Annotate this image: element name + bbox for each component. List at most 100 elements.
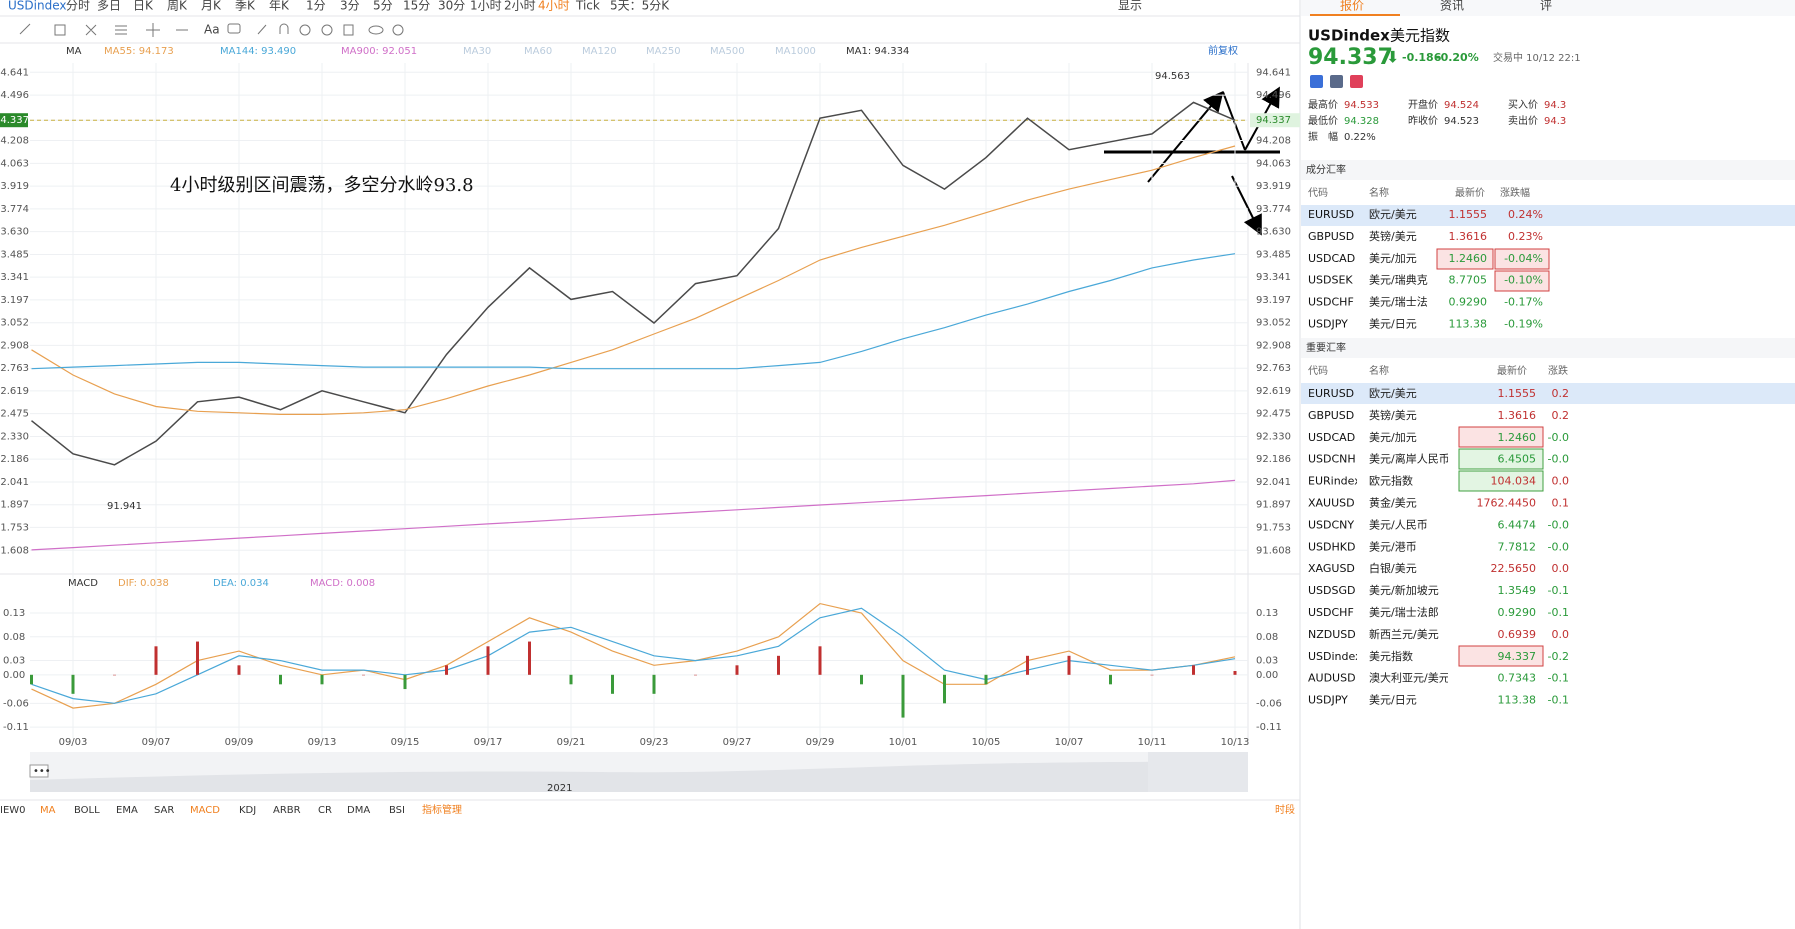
side-tab[interactable]: 资讯 <box>1440 0 1464 13</box>
toolbar-item[interactable]: 月K <box>201 0 222 13</box>
macd-bar <box>1067 655 1071 675</box>
navigator-window[interactable] <box>1148 752 1248 792</box>
indicator-tab[interactable]: DMA <box>347 805 370 816</box>
stat-value: 94.328 <box>1344 116 1379 127</box>
legend-entry-inactive[interactable]: MA120 <box>582 46 617 57</box>
code-cell[interactable]: GBPUSD <box>1308 230 1354 243</box>
code-cell[interactable]: EURindex <box>1308 475 1361 488</box>
toolbar-item[interactable]: 5分 <box>373 0 393 13</box>
price-cell: 1.1555 <box>1498 387 1537 400</box>
change-cell: -0.1 <box>1548 584 1569 597</box>
y-tick-label: 92.763 <box>0 363 29 374</box>
indicator-tab[interactable]: ARBR <box>273 805 301 816</box>
toolbar-item[interactable]: 1分 <box>306 0 326 13</box>
legend-entry-inactive[interactable]: MA1000 <box>775 46 816 57</box>
price: 94.337 <box>1308 45 1393 70</box>
indicator-tab[interactable]: MA <box>40 805 56 816</box>
code-cell[interactable]: NZDUSD <box>1308 628 1356 641</box>
legend-entry-inactive[interactable]: MA30 <box>463 46 491 57</box>
icon[interactable] <box>1330 75 1343 88</box>
name-cell: 欧元/美元 <box>1369 208 1417 221</box>
code-cell[interactable]: USDCHF <box>1308 296 1354 309</box>
indicator-tab[interactable]: EMA <box>116 805 138 816</box>
toolbar-item[interactable]: 1小时 <box>470 0 502 13</box>
code-cell[interactable]: USDCNY <box>1308 518 1354 531</box>
code-cell[interactable]: USDHKD <box>1308 540 1355 553</box>
drawing-tools[interactable] <box>19 23 404 37</box>
toolbar-item[interactable]: 分时 <box>66 0 90 13</box>
legend-entry[interactable]: MACD: 0.008 <box>310 578 375 589</box>
indicator-tab[interactable]: SAR <box>154 805 174 816</box>
indicator-tab[interactable]: CR <box>318 805 332 816</box>
stat-label: 最低价 <box>1308 114 1338 127</box>
price-cell: 113.38 <box>1449 318 1488 331</box>
code-cell[interactable]: USDSGD <box>1308 584 1355 597</box>
toolbar-item[interactable]: 3分 <box>340 0 360 13</box>
toolbar-item[interactable]: 年K <box>269 0 290 13</box>
navigator-handle[interactable] <box>29 764 49 778</box>
font-tool[interactable]: Aa <box>204 23 220 37</box>
indicator-tab[interactable]: MACD <box>190 805 220 816</box>
code-cell[interactable]: USDSEK <box>1308 274 1353 287</box>
y-tick-label: 93.197 <box>1256 295 1291 306</box>
toolbar-item[interactable]: 5天：5分K <box>610 0 670 13</box>
indicator-tab[interactable]: 指标管理 <box>422 803 462 816</box>
toolbar-item[interactable]: 15分 <box>403 0 430 13</box>
x-tick-label: 10/01 <box>889 737 918 748</box>
code-cell[interactable]: GBPUSD <box>1308 409 1354 422</box>
legend-entry[interactable]: MA1: 94.334 <box>846 46 909 57</box>
y2-tick-label: -0.06 <box>1256 698 1282 709</box>
legend-entry[interactable]: MA144: 93.490 <box>220 46 296 57</box>
side-tab[interactable]: 评 <box>1540 0 1552 13</box>
toolbar-item[interactable]: USDindex <box>8 0 66 13</box>
legend-entry[interactable]: DEA: 0.034 <box>213 578 269 589</box>
code-cell[interactable]: USDCNH <box>1308 453 1356 466</box>
indicator-tab[interactable]: BOLL <box>74 805 100 816</box>
code-cell[interactable]: USDJPY <box>1308 318 1348 331</box>
toolbar-item[interactable]: 日K <box>133 0 154 13</box>
icon[interactable] <box>1310 75 1323 88</box>
indicator-tab[interactable]: IEW0 <box>0 805 26 816</box>
table-header: 涨跌 <box>1548 364 1568 377</box>
change-cell: -0.19% <box>1504 318 1543 331</box>
legend-entry-inactive[interactable]: MA60 <box>524 46 552 57</box>
toolbar-item[interactable]: 显示 <box>1118 0 1142 13</box>
indicator-name[interactable]: MA <box>66 46 82 57</box>
toolbar-item[interactable]: 周K <box>167 0 188 13</box>
toolbar-item[interactable]: 2小时 <box>504 0 536 13</box>
indicator-tab[interactable]: KDJ <box>239 805 256 816</box>
legend-entry[interactable]: MA55: 94.173 <box>104 46 174 57</box>
icon[interactable] <box>1350 75 1363 88</box>
indicator-tab[interactable]: 时段 <box>1275 803 1295 816</box>
toolbar-item[interactable]: Tick <box>575 0 600 13</box>
legend-entry-inactive[interactable]: MA500 <box>710 46 745 57</box>
change-cell: -0.1 <box>1548 606 1569 619</box>
code-cell[interactable]: USDCAD <box>1308 252 1355 265</box>
macd-bar <box>71 674 75 694</box>
toolbar-item[interactable]: 30分 <box>438 0 465 13</box>
code-cell[interactable]: AUDUSD <box>1308 672 1356 685</box>
legend-entry[interactable]: MA900: 92.051 <box>341 46 417 57</box>
code-cell[interactable]: USDCAD <box>1308 431 1355 444</box>
toolbar-item[interactable]: 季K <box>235 0 256 13</box>
toolbar-item[interactable]: 多日 <box>97 0 121 13</box>
code-cell[interactable]: XAUUSD <box>1308 497 1355 510</box>
code-cell[interactable]: EURUSD <box>1308 208 1354 221</box>
adjust-button[interactable]: 前复权 <box>1208 44 1238 57</box>
code-cell[interactable]: USDindex <box>1308 650 1362 663</box>
code-cell[interactable]: EURUSD <box>1308 387 1354 400</box>
code-cell[interactable]: XAGUSD <box>1308 562 1355 575</box>
code-cell[interactable]: USDCHF <box>1308 606 1354 619</box>
indicator-name[interactable]: MACD <box>68 578 98 589</box>
macd-bar <box>30 674 33 685</box>
x-tick-label: 09/07 <box>142 737 171 748</box>
price-cell: 0.9290 <box>1498 606 1537 619</box>
indicator-tab[interactable]: BSI <box>389 805 405 816</box>
change-cell: 0.0 <box>1552 628 1570 641</box>
toolbar-item[interactable]: 4小时 <box>538 0 570 13</box>
legend-entry[interactable]: DIF: 0.038 <box>118 578 169 589</box>
status: 交易中 10/12 22:1 <box>1493 51 1581 64</box>
side-tab[interactable]: 报价 <box>1340 0 1364 13</box>
code-cell[interactable]: USDJPY <box>1308 694 1348 707</box>
legend-entry-inactive[interactable]: MA250 <box>646 46 681 57</box>
